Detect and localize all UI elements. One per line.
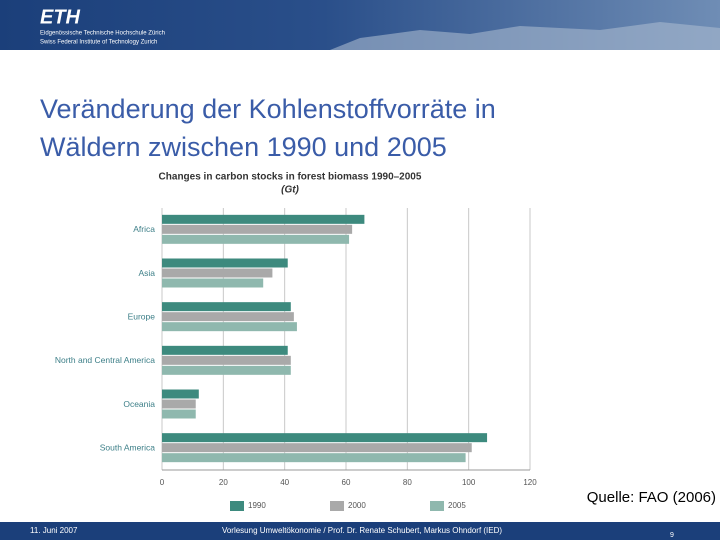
slide-title: Veränderung der Kohlenstoffvorräte in (40, 94, 496, 124)
header-line: Eidgenössische Technische Hochschule Zür… (40, 31, 165, 37)
slide-title: Wäldern zwischen 1990 und 2005 (40, 132, 447, 162)
chart-title: Changes in carbon stocks in forest bioma… (159, 172, 422, 183)
footer-bar (0, 522, 720, 540)
x-tick-label: 60 (342, 478, 351, 487)
bar (162, 389, 199, 399)
legend-swatch (330, 501, 344, 511)
bar (162, 312, 294, 322)
y-tick-label: Europe (128, 311, 156, 321)
x-tick-label: 20 (219, 478, 228, 487)
bar (162, 214, 365, 224)
bar (162, 355, 291, 365)
legend-swatch (230, 501, 244, 511)
bar (162, 433, 488, 443)
x-tick-label: 100 (462, 478, 476, 487)
bar (162, 224, 353, 234)
legend-swatch (430, 501, 444, 511)
bar (162, 234, 350, 244)
x-tick-label: 0 (160, 478, 165, 487)
bar (162, 322, 297, 332)
bar (162, 409, 196, 419)
bar (162, 365, 291, 375)
y-tick-label: South America (100, 442, 156, 452)
header-line: Swiss Federal Institute of Technology Zu… (40, 40, 157, 46)
bar (162, 443, 472, 453)
legend-label: 2005 (448, 501, 466, 510)
chart-subtitle: (Gt) (281, 185, 299, 196)
y-tick-label: North and Central America (55, 355, 155, 365)
y-tick-label: Africa (133, 224, 155, 234)
footer-course: Vorlesung Umweltökonomie / Prof. Dr. Ren… (222, 526, 502, 535)
source: Quelle: FAO (2006) (587, 489, 716, 506)
bar (162, 268, 273, 278)
bar (162, 345, 288, 355)
bar (162, 302, 291, 312)
header-image (330, 22, 720, 50)
page-number: 9 (670, 532, 674, 539)
x-tick-label: 120 (523, 478, 537, 487)
x-tick-label: 40 (280, 478, 289, 487)
footer-date: 11. Juni 2007 (30, 526, 78, 535)
logo: ETH (40, 6, 81, 28)
legend-label: 2000 (348, 501, 366, 510)
x-tick-label: 80 (403, 478, 412, 487)
bar (162, 258, 288, 268)
bar (162, 278, 264, 288)
bar (162, 453, 466, 463)
bar (162, 399, 196, 409)
y-tick-label: Asia (138, 268, 155, 278)
y-tick-label: Oceania (123, 399, 155, 409)
legend-label: 1990 (248, 501, 266, 510)
